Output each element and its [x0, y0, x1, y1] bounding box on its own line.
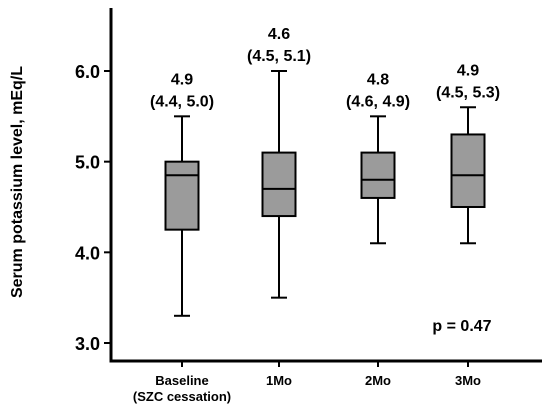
y-tick-label: 6.0: [75, 62, 100, 82]
y-tick-label: 5.0: [75, 153, 100, 173]
p-value-label: p = 0.47: [432, 318, 491, 335]
iqr-box: [261, 151, 297, 218]
iqr-box: [450, 133, 486, 208]
box-1: [261, 69, 297, 299]
annotation-1: 4.6 (4.5, 5.1): [247, 26, 311, 65]
box-0: [164, 115, 200, 317]
iqr-value-label: (4.5, 5.1): [247, 48, 311, 65]
median-value-label: 4.9: [457, 62, 479, 79]
x-category-label: 1Mo: [266, 373, 292, 388]
box-2: [360, 115, 396, 245]
iqr-value-label: (4.6, 4.9): [346, 93, 410, 110]
median-value-label: 4.6: [268, 26, 290, 43]
annotation-3: 4.9 (4.5, 5.3): [436, 62, 500, 101]
x-category-label: 2Mo: [365, 373, 391, 388]
median-value-label: 4.8: [367, 71, 389, 88]
box-3: [450, 106, 486, 245]
y-axis-title: Serum potassium level, mEq/L: [9, 66, 26, 298]
x-category-label: 3Mo: [455, 373, 481, 388]
x-category-label: (SZC cessation): [133, 389, 231, 404]
median-value-label: 4.9: [171, 71, 193, 88]
iqr-box: [360, 151, 396, 199]
y-tick-label: 4.0: [75, 243, 100, 263]
x-category-label: Baseline: [155, 373, 208, 388]
iqr-value-label: (4.5, 5.3): [436, 84, 500, 101]
y-tick-label: 3.0: [75, 334, 100, 354]
iqr-value-label: (4.4, 5.0): [150, 93, 214, 110]
annotation-2: 4.8 (4.6, 4.9): [346, 71, 410, 110]
annotation-0: 4.9 (4.4, 5.0): [150, 71, 214, 110]
iqr-box: [164, 160, 200, 231]
